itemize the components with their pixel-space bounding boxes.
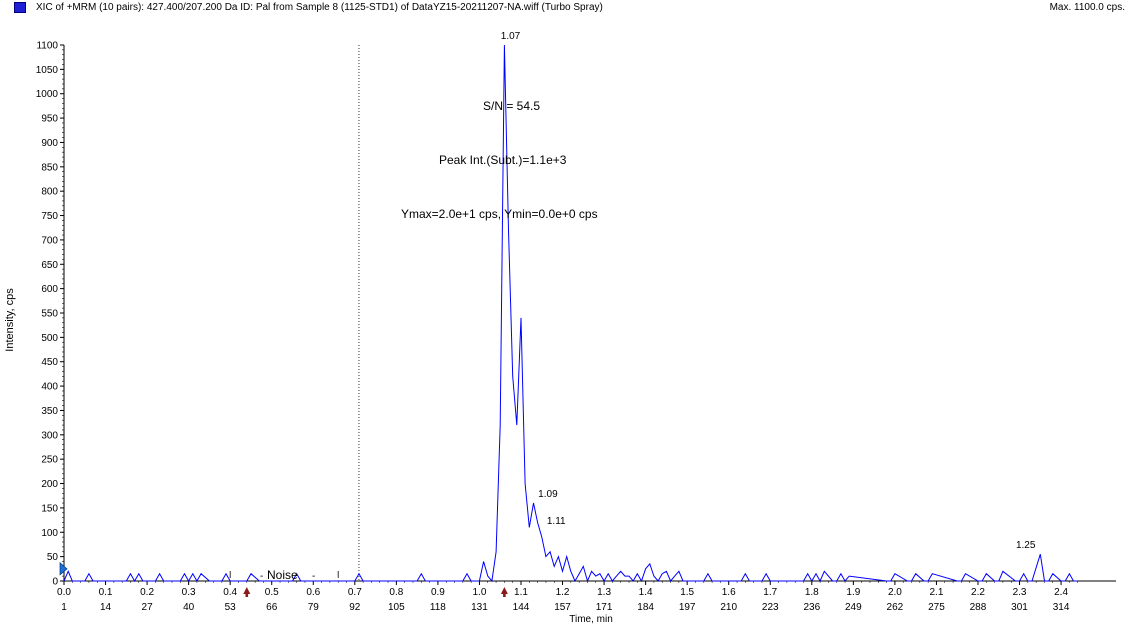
chart-title: XIC of +MRM (10 pairs): 427.400/207.200 … — [36, 2, 603, 13]
scan-tick-label: 301 — [1011, 602, 1028, 613]
scan-tick-label: 40 — [183, 602, 195, 613]
y-tick-label: 550 — [41, 309, 58, 320]
scan-tick-label: 66 — [266, 602, 278, 613]
noise-label: Noise — [267, 568, 298, 582]
y-tick-label: 650 — [41, 260, 58, 271]
x-tick-label: 2.2 — [971, 587, 985, 598]
scan-tick-label: 249 — [845, 602, 862, 613]
scan-tick-label: 210 — [720, 602, 737, 613]
scan-tick-label: 223 — [762, 602, 779, 613]
noise-marker-stem — [503, 593, 506, 597]
y-tick-label: 900 — [41, 138, 58, 149]
y-tick-label: 150 — [41, 503, 58, 514]
y-tick-label: 1050 — [36, 65, 59, 76]
scan-tick-label: 184 — [637, 602, 654, 613]
scan-tick-label: 53 — [225, 602, 237, 613]
noise-dash-left: - — [260, 571, 263, 582]
y-tick-label: 700 — [41, 235, 58, 246]
scan-tick-label: 157 — [554, 602, 571, 613]
y-tick-label: 100 — [41, 528, 58, 539]
y-tick-label: 300 — [41, 430, 58, 441]
signal-to-noise-label: S/N = 54.5 — [483, 99, 540, 113]
x-tick-label: 0.5 — [265, 587, 279, 598]
scan-tick-label: 27 — [142, 602, 154, 613]
scan-tick-label: 262 — [887, 602, 904, 613]
y-axis-label: Intensity, cps — [4, 288, 16, 352]
x-tick-label: 1.9 — [846, 587, 860, 598]
max-intensity-label: Max. 1100.0 cps. — [1049, 2, 1125, 13]
x-tick-label: 0.1 — [99, 587, 113, 598]
y-tick-label: 350 — [41, 406, 58, 417]
noise-dash-right: - — [312, 571, 315, 582]
x-tick-label: 1.3 — [597, 587, 611, 598]
y-tick-label: 600 — [41, 284, 58, 295]
scan-tick-label: 288 — [970, 602, 987, 613]
scan-tick-label: 118 — [430, 602, 446, 613]
y-tick-label: 250 — [41, 455, 58, 466]
peak-label: 1.07 — [501, 31, 521, 42]
x-tick-label: 0.3 — [182, 587, 196, 598]
x-tick-label: 0.6 — [306, 587, 320, 598]
x-tick-label: 2.0 — [888, 587, 902, 598]
peak-intensity-label: Peak Int.(Subt.)=1.1e+3 — [439, 153, 567, 167]
x-tick-label: 1.0 — [472, 587, 486, 598]
y-tick-label: 0 — [52, 577, 58, 588]
y-tick-label: 400 — [41, 382, 58, 393]
x-tick-label: 0.7 — [348, 587, 362, 598]
y-tick-label: 50 — [47, 552, 59, 563]
x-tick-label: 0.0 — [57, 587, 71, 598]
x-tick-label: 1.1 — [514, 587, 528, 598]
y-tick-label: 750 — [41, 211, 58, 222]
x-tick-label: 2.4 — [1054, 587, 1068, 598]
x-tick-label: 2.1 — [929, 587, 943, 598]
noise-marker-arrow-icon — [500, 587, 508, 594]
scan-tick-label: 131 — [471, 602, 488, 613]
x-tick-label: 0.4 — [223, 587, 237, 598]
x-tick-label: 2.3 — [1013, 587, 1027, 598]
scan-tick-label: 144 — [513, 602, 530, 613]
scan-tick-label: 1 — [61, 602, 67, 613]
scan-tick-label: 236 — [803, 602, 820, 613]
peak-label: 1.25 — [1016, 540, 1036, 551]
series-color-swatch — [14, 2, 26, 13]
peak-label: 1.09 — [538, 489, 558, 500]
peak-label: 1.11 — [547, 516, 566, 527]
scan-tick-label: 197 — [679, 602, 696, 613]
title-bar: XIC of +MRM (10 pairs): 427.400/207.200 … — [0, 0, 1127, 16]
x-axis-label: Time, min — [569, 614, 613, 625]
scan-tick-label: 79 — [308, 602, 320, 613]
x-tick-label: 0.9 — [431, 587, 445, 598]
x-tick-label: 1.5 — [680, 587, 694, 598]
x-tick-label: 1.6 — [722, 587, 736, 598]
scan-tick-label: 14 — [100, 602, 112, 613]
y-tick-label: 1000 — [36, 89, 59, 100]
x-tick-label: 0.2 — [140, 587, 154, 598]
noise-marker-stem — [245, 593, 249, 597]
scan-tick-label: 171 — [596, 602, 613, 613]
x-tick-label: 1.7 — [763, 587, 777, 598]
y-tick-label: 850 — [41, 162, 58, 173]
x-tick-label: 0.8 — [389, 587, 403, 598]
y-tick-label: 500 — [41, 333, 58, 344]
y-tick-label: 200 — [41, 479, 58, 490]
x-tick-label: 1.2 — [556, 587, 570, 598]
axis-start-marker-icon — [59, 562, 68, 576]
x-tick-label: 1.4 — [639, 587, 653, 598]
y-tick-label: 450 — [41, 357, 58, 368]
noise-marker-arrow-icon — [243, 587, 251, 594]
y-tick-label: 800 — [41, 187, 58, 198]
scan-tick-label: 275 — [928, 602, 945, 613]
x-tick-label: 1.8 — [805, 587, 819, 598]
scan-tick-label: 105 — [388, 602, 405, 613]
series-line — [63, 44, 1078, 583]
y-tick-label: 950 — [41, 114, 58, 125]
scan-tick-label: 92 — [349, 602, 361, 613]
ymax-ymin-label: Ymax=2.0e+1 cps, Ymin=0.0e+0 cps — [401, 207, 598, 221]
y-tick-label: 1100 — [36, 41, 58, 52]
scan-tick-label: 314 — [1053, 602, 1070, 613]
